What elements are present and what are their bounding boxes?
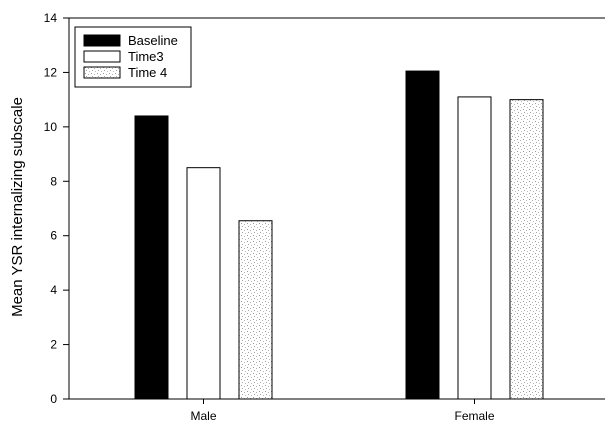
legend-swatch-baseline	[83, 34, 121, 47]
legend-label: Baseline	[128, 33, 178, 48]
bar-male-baseline	[134, 115, 169, 400]
y-tick-label: 0	[50, 392, 57, 406]
y-tick-label: 6	[50, 229, 57, 243]
y-axis: 0 2 4 6 8 10 12 14	[44, 11, 69, 406]
legend-label: Time3	[128, 49, 164, 64]
y-tick-label: 2	[50, 338, 57, 352]
bar-female-time4	[509, 99, 544, 400]
y-axis-title: Mean YSR internalizing subscale	[9, 97, 26, 317]
y-tick-label: 10	[44, 120, 58, 134]
x-axis: Male Female	[190, 399, 495, 423]
y-tick-label: 4	[50, 283, 57, 297]
bars	[134, 70, 544, 400]
y-tick-label: 12	[44, 65, 58, 79]
bar-female-baseline	[405, 70, 440, 400]
legend-label: Time 4	[128, 65, 167, 80]
legend-swatch-time4	[83, 66, 121, 79]
bar-female-time3	[457, 96, 492, 400]
bar-male-time4	[238, 220, 273, 400]
x-tick-label-male: Male	[190, 409, 216, 423]
x-tick-label-female: Female	[454, 409, 494, 423]
y-tick-label: 8	[50, 174, 57, 188]
legend-swatch-time3	[83, 50, 121, 63]
y-tick-label: 14	[44, 11, 58, 25]
bar-male-time3	[186, 167, 221, 400]
